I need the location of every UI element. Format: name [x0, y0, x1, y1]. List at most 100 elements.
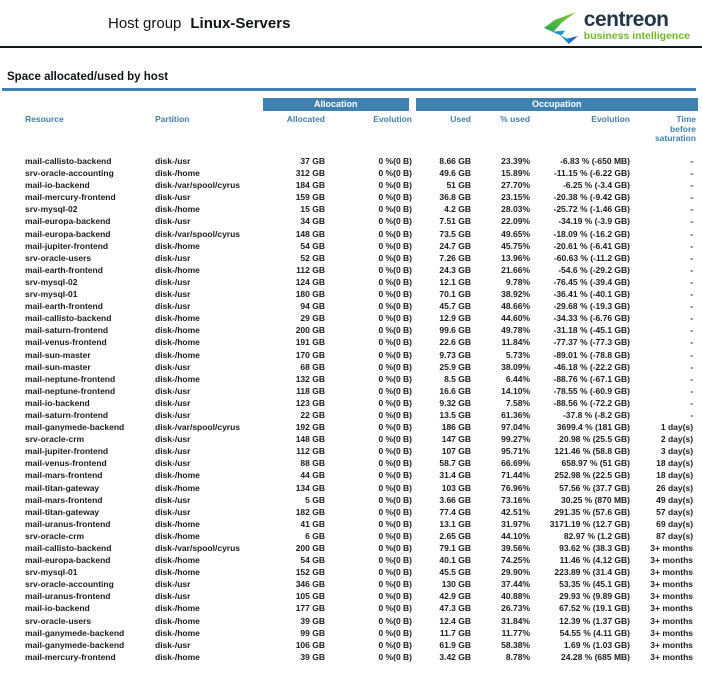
- time-before-saturation-cell: 3+ months: [650, 603, 694, 614]
- pct-used-cell: 13.96%: [501, 252, 531, 263]
- pct-used-cell: 97.04%: [501, 422, 531, 433]
- occupation-evolution-cell: 223.89 % (31.4 GB): [554, 567, 631, 578]
- used-cell: 130 GB: [441, 579, 472, 590]
- occupation-evolution-cell: 54.55 % (4.11 GB): [559, 627, 631, 638]
- allocation-evolution-cell: 0 %(0 B): [378, 397, 413, 408]
- allocation-evolution-cell: 0 %(0 B): [378, 264, 413, 275]
- pct-used-cell: 27.70%: [501, 180, 531, 191]
- occupation-evolution-cell: -11.15 % (-6.22 GB): [553, 168, 631, 179]
- time-before-saturation-cell: 3 day(s): [660, 446, 694, 457]
- occupation-evolution-cell: -76.45 % (-39.4 GB): [553, 276, 631, 287]
- pct-used-cell: 74.25%: [501, 555, 531, 566]
- occupation-evolution-cell: -31.18 % (-45.1 GB): [553, 325, 631, 336]
- occupation-evolution-cell: -46.18 % (-22.2 GB): [553, 361, 631, 372]
- partition-cell: disk-/home: [155, 168, 200, 179]
- pct-used-cell: 45.75%: [501, 240, 531, 251]
- allocation-evolution-cell: 0 %(0 B): [378, 409, 413, 420]
- allocation-evolution-cell: 0 %(0 B): [378, 361, 413, 372]
- used-cell: 45.7 GB: [439, 301, 472, 312]
- table-row: mail-sun-master disk-/usr 68 GB 0 %(0 B) 25.…: [8, 361, 698, 373]
- allocated-cell: 148 GB: [295, 434, 325, 445]
- centreon-logo: centreon business intelligence: [542, 9, 690, 44]
- allocation-evolution-cell: 0 %(0 B): [378, 470, 413, 481]
- resource-cell: srv-mysql-02: [25, 204, 78, 215]
- allocated-cell: 6 GB: [305, 530, 325, 541]
- pct-used-cell: 44.10%: [501, 530, 531, 541]
- table-row: srv-oracle-users disk-/usr 52 GB 0 %(0 B) 7.…: [8, 252, 698, 264]
- allocated-cell: 41 GB: [300, 518, 325, 529]
- allocation-group-header: Allocation: [263, 98, 413, 111]
- occupation-evolution-cell: -36.41 % (-40.1 GB): [553, 289, 631, 300]
- pct-used-cell: 7.58%: [505, 397, 531, 408]
- occupation-evolution-cell: 11.46 % (4.12 GB): [559, 555, 631, 566]
- allocated-cell: 37 GB: [300, 156, 325, 166]
- partition-cell: disk-/home: [155, 313, 200, 324]
- allocated-cell: 88 GB: [300, 458, 325, 469]
- occupation-evolution-cell: -34.19 % (-3.9 GB): [558, 216, 631, 227]
- allocated-cell: 184 GB: [295, 180, 325, 191]
- time-before-saturation-cell: -: [690, 168, 694, 179]
- used-cell: 13.1 GB: [439, 518, 472, 529]
- used-cell: 79.1 GB: [439, 543, 472, 553]
- occupation-evolution-cell: -37.8 % (-8.2 GB): [562, 409, 631, 420]
- used-cell: 73.5 GB: [439, 228, 472, 239]
- pct-used-cell: 9.78%: [505, 276, 531, 287]
- partition-cell: disk-/usr: [155, 192, 191, 203]
- pct-used-cell: 14.10%: [501, 385, 531, 396]
- space-table: Allocation Occupation Resource Partition…: [8, 98, 699, 663]
- table-row: mail-jupiter-frontend disk-/usr 112 GB 0 %(…: [8, 445, 698, 457]
- allocation-evolution-cell: 0 %(0 B): [378, 180, 413, 191]
- occupation-evolution-cell: -20.61 % (-6.41 GB): [553, 240, 631, 251]
- pct-used-cell: 8.78%: [505, 651, 531, 662]
- table-row: mail-io-backend disk-/home 177 GB 0 %(0 B) 4…: [8, 602, 698, 614]
- used-cell: 11.7 GB: [439, 627, 472, 638]
- time-before-saturation-cell: -: [690, 361, 694, 372]
- pct-used-cell: 73.16%: [501, 494, 531, 505]
- time-before-saturation-cell: -: [690, 349, 694, 360]
- occupation-evolution-cell: 12.39 % (1.37 GB): [559, 615, 631, 626]
- time-before-saturation-cell: 3+ months: [650, 627, 694, 638]
- time-before-saturation-cell: 3+ months: [650, 591, 694, 602]
- pct-used-cell: 37.44%: [501, 579, 531, 590]
- pct-used-cell: 95.71%: [501, 446, 531, 457]
- pct-used-cell: 23.39%: [501, 156, 531, 166]
- used-cell: 147 GB: [441, 434, 472, 445]
- allocated-cell: 346 GB: [295, 579, 325, 590]
- column-header-allocated: Allocated: [286, 114, 325, 124]
- table-row: mail-titan-gateway disk-/home 134 GB 0 %(0 …: [8, 482, 698, 494]
- partition-cell: disk-/usr: [155, 216, 191, 227]
- used-cell: 12.9 GB: [439, 313, 472, 324]
- table-row: mail-uranus-frontend disk-/usr 105 GB 0 %(0…: [8, 590, 698, 602]
- allocated-cell: 124 GB: [295, 276, 325, 287]
- time-before-saturation-cell: -: [690, 252, 694, 263]
- partition-cell: disk-/home: [155, 373, 200, 384]
- used-cell: 103 GB: [441, 482, 472, 493]
- resource-cell: srv-mysql-01: [25, 289, 78, 300]
- pct-used-cell: 71.44%: [501, 470, 531, 481]
- pct-used-cell: 58.38%: [501, 639, 531, 650]
- allocated-cell: 312 GB: [295, 168, 325, 179]
- partition-cell: disk-/home: [155, 651, 200, 662]
- column-header-partition: Partition: [155, 114, 190, 124]
- time-before-saturation-cell: -: [690, 228, 694, 239]
- pct-used-cell: 11.77%: [501, 627, 531, 638]
- table-row: mail-saturn-frontend disk-/home 200 GB 0 %(…: [8, 324, 698, 336]
- allocation-evolution-cell: 0 %(0 B): [378, 518, 413, 529]
- table-row: srv-mysql-01 disk-/usr 180 GB 0 %(0 B) 70.1 …: [8, 288, 698, 300]
- resource-cell: mail-callisto-backend: [25, 156, 112, 166]
- partition-cell: disk-/usr: [155, 361, 191, 372]
- occupation-evolution-cell: 82.97 % (1.2 GB): [563, 530, 631, 541]
- used-cell: 107 GB: [441, 446, 472, 457]
- resource-cell: mail-io-backend: [25, 603, 90, 614]
- time-before-saturation-cell: -: [690, 264, 694, 275]
- resource-cell: mail-sun-master: [25, 361, 91, 372]
- resource-cell: srv-oracle-users: [25, 615, 92, 626]
- partition-cell: disk-/home: [155, 627, 200, 638]
- table-row: mail-europa-backend disk-/home 54 GB 0 %(0 …: [8, 554, 698, 566]
- allocated-cell: 118 GB: [296, 385, 325, 396]
- occupation-evolution-cell: 252.98 % (22.5 GB): [554, 470, 631, 481]
- allocated-cell: 177 GB: [295, 603, 325, 614]
- occupation-evolution-cell: 67.52 % (19.1 GB): [559, 603, 631, 614]
- used-cell: 7.51 GB: [439, 216, 472, 227]
- allocated-cell: 182 GB: [295, 506, 325, 517]
